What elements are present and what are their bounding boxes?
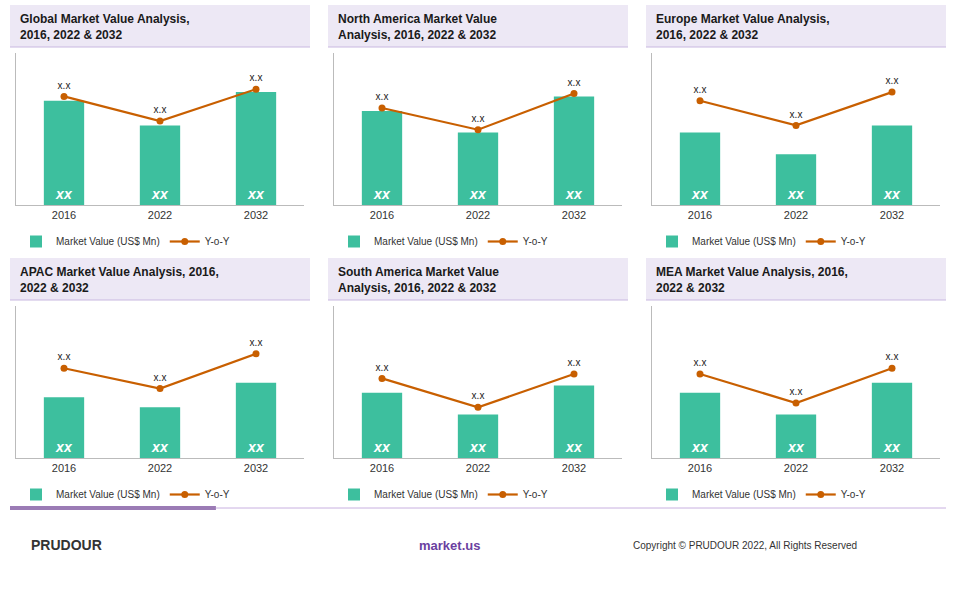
svg-text:Market Value (US$ Mn): Market Value (US$ Mn)	[374, 489, 478, 500]
svg-text:Y-o-Y: Y-o-Y	[841, 489, 866, 500]
svg-text:x.x: x.x	[694, 357, 707, 368]
svg-text:Market Value (US$ Mn): Market Value (US$ Mn)	[692, 236, 796, 247]
svg-text:xx: xx	[565, 439, 583, 455]
svg-text:Y-o-Y: Y-o-Y	[205, 236, 230, 247]
svg-text:x.x: x.x	[154, 372, 167, 383]
svg-text:x.x: x.x	[58, 351, 71, 362]
svg-text:xx: xx	[373, 439, 391, 455]
svg-text:Market Value (US$ Mn): Market Value (US$ Mn)	[692, 489, 796, 500]
svg-text:2016: 2016	[52, 209, 76, 221]
svg-text:xx: xx	[55, 186, 73, 202]
svg-text:x.x: x.x	[790, 386, 803, 397]
svg-text:Market Value (US$ Mn): Market Value (US$ Mn)	[56, 236, 160, 247]
svg-text:Y-o-Y: Y-o-Y	[523, 489, 548, 500]
svg-text:2032: 2032	[562, 462, 586, 474]
svg-text:x.x: x.x	[568, 357, 581, 368]
svg-text:2022: 2022	[148, 209, 172, 221]
svg-text:MEA Market Value Analysis, 201: MEA Market Value Analysis, 2016,2022 & 2…	[656, 265, 848, 295]
svg-text:xx: xx	[247, 439, 265, 455]
svg-text:Copyright © PRUDOUR 2022, All: Copyright © PRUDOUR 2022, All Rights Res…	[633, 540, 857, 551]
svg-text:PRUDOUR: PRUDOUR	[31, 537, 102, 553]
svg-text:x.x: x.x	[58, 80, 71, 91]
svg-text:x.x: x.x	[250, 72, 263, 83]
svg-text:x.x: x.x	[154, 104, 167, 115]
svg-text:2016: 2016	[370, 462, 394, 474]
svg-text:xx: xx	[151, 439, 169, 455]
svg-text:Market Value (US$ Mn): Market Value (US$ Mn)	[374, 236, 478, 247]
svg-text:Market Value (US$ Mn): Market Value (US$ Mn)	[56, 489, 160, 500]
svg-text:x.x: x.x	[886, 75, 899, 86]
svg-text:xx: xx	[565, 186, 583, 202]
svg-text:x.x: x.x	[886, 351, 899, 362]
svg-text:2022: 2022	[466, 462, 490, 474]
svg-text:2032: 2032	[562, 209, 586, 221]
svg-text:x.x: x.x	[376, 362, 389, 373]
svg-text:Y-o-Y: Y-o-Y	[205, 489, 230, 500]
svg-text:xx: xx	[787, 186, 805, 202]
svg-text:x.x: x.x	[250, 337, 263, 348]
svg-text:xx: xx	[469, 186, 487, 202]
svg-text:2016: 2016	[370, 209, 394, 221]
svg-text:xx: xx	[469, 439, 487, 455]
svg-text:market.us: market.us	[419, 538, 480, 553]
svg-text:2032: 2032	[880, 209, 904, 221]
svg-text:xx: xx	[691, 439, 709, 455]
svg-text:2032: 2032	[244, 462, 268, 474]
svg-text:xx: xx	[883, 439, 901, 455]
svg-text:xx: xx	[691, 186, 709, 202]
svg-text:x.x: x.x	[694, 84, 707, 95]
svg-text:xx: xx	[373, 186, 391, 202]
svg-text:2032: 2032	[244, 209, 268, 221]
svg-text:Global Market Value Analysis,2: Global Market Value Analysis,2016, 2022 …	[20, 12, 190, 42]
svg-text:2022: 2022	[466, 209, 490, 221]
svg-text:x.x: x.x	[568, 77, 581, 88]
svg-text:2016: 2016	[688, 209, 712, 221]
svg-text:x.x: x.x	[376, 91, 389, 102]
svg-text:xx: xx	[247, 186, 265, 202]
svg-text:x.x: x.x	[472, 390, 485, 401]
svg-text:Y-o-Y: Y-o-Y	[841, 236, 866, 247]
svg-text:xx: xx	[55, 439, 73, 455]
svg-text:xx: xx	[883, 186, 901, 202]
svg-text:2022: 2022	[784, 209, 808, 221]
svg-text:xx: xx	[787, 439, 805, 455]
svg-text:2022: 2022	[784, 462, 808, 474]
svg-text:Y-o-Y: Y-o-Y	[523, 236, 548, 247]
svg-text:2022: 2022	[148, 462, 172, 474]
svg-text:Europe Market Value Analysis,2: Europe Market Value Analysis,2016, 2022 …	[656, 12, 830, 42]
svg-text:North America Market ValueAnal: North America Market ValueAnalysis, 2016…	[338, 12, 497, 42]
svg-text:x.x: x.x	[472, 113, 485, 124]
svg-text:xx: xx	[151, 186, 169, 202]
svg-text:x.x: x.x	[790, 109, 803, 120]
svg-text:2016: 2016	[52, 462, 76, 474]
svg-text:South America Market ValueAnal: South America Market ValueAnalysis, 2016…	[338, 265, 499, 295]
svg-text:APAC Market Value Analysis, 20: APAC Market Value Analysis, 2016,2022 & …	[20, 265, 219, 295]
svg-text:2016: 2016	[688, 462, 712, 474]
svg-text:2032: 2032	[880, 462, 904, 474]
